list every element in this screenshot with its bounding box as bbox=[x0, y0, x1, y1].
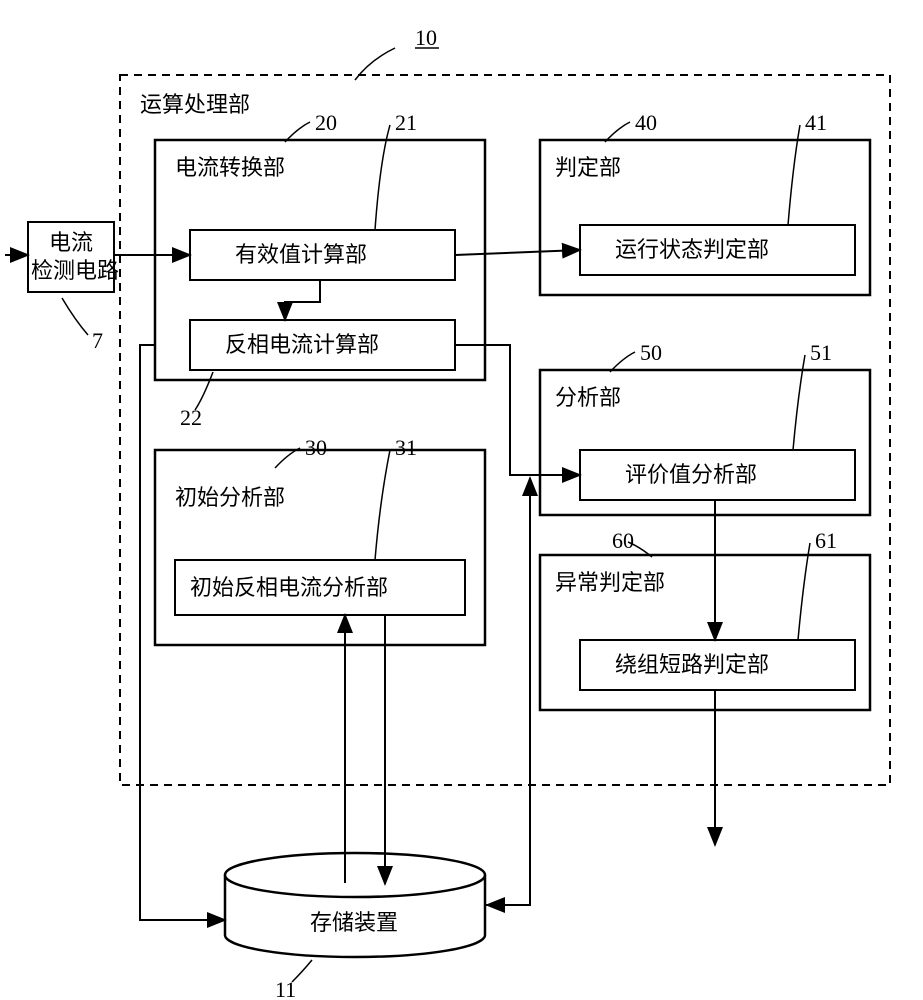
svg-text:电流: 电流 bbox=[49, 230, 93, 255]
svg-text:运行状态判定部: 运行状态判定部 bbox=[615, 237, 769, 262]
svg-text:检测电路: 检测电路 bbox=[31, 258, 119, 283]
svg-text:反相电流计算部: 反相电流计算部 bbox=[225, 332, 379, 357]
svg-text:7: 7 bbox=[92, 328, 103, 353]
svg-text:有效值计算部: 有效值计算部 bbox=[235, 242, 367, 267]
svg-text:51: 51 bbox=[810, 340, 832, 365]
svg-text:初始反相电流分析部: 初始反相电流分析部 bbox=[190, 575, 388, 600]
svg-text:60: 60 bbox=[612, 528, 634, 553]
svg-text:30: 30 bbox=[305, 435, 327, 460]
svg-text:40: 40 bbox=[635, 110, 657, 135]
svg-text:10: 10 bbox=[415, 25, 437, 50]
svg-text:22: 22 bbox=[180, 405, 202, 430]
svg-text:异常判定部: 异常判定部 bbox=[555, 570, 665, 595]
svg-text:初始分析部: 初始分析部 bbox=[175, 485, 285, 510]
svg-text:评价值分析部: 评价值分析部 bbox=[625, 462, 757, 487]
svg-text:运算处理部: 运算处理部 bbox=[140, 92, 250, 117]
svg-text:判定部: 判定部 bbox=[555, 155, 621, 180]
svg-text:分析部: 分析部 bbox=[555, 385, 621, 410]
svg-text:绕组短路判定部: 绕组短路判定部 bbox=[615, 652, 769, 677]
svg-text:31: 31 bbox=[395, 435, 417, 460]
svg-text:41: 41 bbox=[805, 110, 827, 135]
svg-text:11: 11 bbox=[275, 977, 296, 1000]
svg-text:存储装置: 存储装置 bbox=[310, 910, 398, 935]
svg-text:21: 21 bbox=[395, 110, 417, 135]
svg-text:电流转换部: 电流转换部 bbox=[175, 155, 285, 180]
svg-text:61: 61 bbox=[815, 528, 837, 553]
svg-text:20: 20 bbox=[315, 110, 337, 135]
processing-unit-dashed bbox=[120, 75, 890, 785]
svg-text:50: 50 bbox=[640, 340, 662, 365]
